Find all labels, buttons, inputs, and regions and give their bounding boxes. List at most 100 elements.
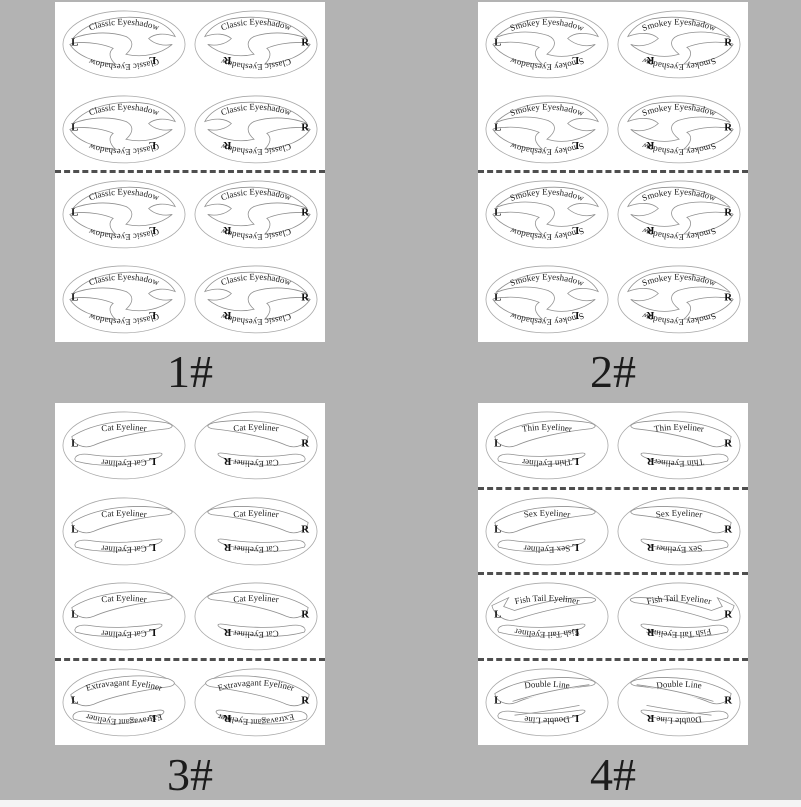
eye-side-letter-left-rotated: L [572, 627, 579, 639]
stencil-title-bottom: Cat Eyeliner [101, 543, 148, 555]
stencil-right: Cat Eyeliner Cat Eyeliner R R [194, 497, 318, 566]
stencil-right: Cat Eyeliner Cat Eyeliner R R [194, 582, 318, 651]
stencil-outline [485, 10, 609, 79]
stencil-title-top: Cat Eyeliner [101, 508, 148, 520]
stencil-cutout-shape [494, 505, 596, 552]
stencil-title-top: Fish Tail Eyeliner [646, 593, 713, 606]
eye-side-letter-right-rotated: R [646, 309, 654, 321]
stencil-cutout-shape [492, 271, 600, 320]
eye-side-letter-right: R [301, 523, 309, 535]
sheet-number-label: 3# [167, 749, 213, 800]
eye-side-letter-right-rotated: R [646, 456, 654, 468]
stencil-cutout-shape [207, 591, 309, 638]
stencil-title-bottom: Thin Eyeliner [521, 457, 572, 469]
eye-side-letter-left: L [71, 206, 78, 218]
stencil-outline [617, 95, 741, 164]
stencil-right: Classic Eyeshadow Classic Eyeshadow RR [194, 265, 318, 334]
stencil-cutout-shape [492, 186, 600, 235]
stencil-outline [194, 497, 318, 566]
stencil-outline [485, 411, 609, 480]
stencil-outline [62, 497, 186, 566]
cut-line [478, 572, 748, 575]
eye-side-letter-right: R [301, 609, 309, 621]
eye-side-letter-left: L [71, 694, 78, 706]
stencil-title-top: Cat Eyeliner [233, 593, 280, 605]
stencil-right: Classic Eyeshadow Classic Eyeshadow RR [194, 95, 318, 164]
stencil-outline [485, 265, 609, 334]
eye-side-letter-right: R [724, 206, 732, 218]
stencil-row: Extravagant Eyeliner Extravagant Eyeline… [55, 660, 325, 746]
eye-side-letter-right: R [301, 206, 309, 218]
eye-side-letter-left-rotated: L [572, 309, 579, 321]
stencil-left: Double Line Double Line L L [485, 668, 609, 737]
stencil-left: Smokey Eyeshadow Smokey Eyeshadow LL [485, 265, 609, 334]
stencil-right: Classic Eyeshadow Classic Eyeshadow RR [194, 10, 318, 79]
image-edge-strip [0, 800, 801, 807]
eye-side-letter-left-rotated: L [149, 456, 156, 468]
stencil-outline [617, 180, 741, 249]
eye-side-letter-right: R [724, 694, 732, 706]
stencil-cutout-shape [69, 16, 176, 65]
eye-side-letter-left-rotated: L [149, 139, 156, 151]
eye-side-letter-left-rotated: L [149, 309, 156, 321]
stencil-cutout-shape [71, 591, 173, 638]
stencil-outline [617, 10, 741, 79]
stencil-outline [194, 10, 318, 79]
sheet-number-label: 1# [167, 346, 213, 397]
stencil-outline [62, 265, 186, 334]
eye-side-letter-left-rotated: L [149, 54, 156, 66]
stencil-cutout-shape [626, 186, 734, 235]
sheet-number-label: 2# [590, 346, 636, 397]
stencil-cutout-shape [207, 420, 309, 467]
stencil-left: Classic Eyeshadow Classic Eyeshadow LL [62, 180, 186, 249]
eye-side-letter-left: L [71, 438, 78, 450]
stencil-row: Cat Eyeliner Cat Eyeliner L L Cat Eyeline… [55, 574, 325, 660]
stencil-title-top: Thin Eyeliner [653, 422, 704, 434]
stencil-outline [62, 668, 186, 737]
stencil-title-bottom: Fish Tail Eyeliner [646, 627, 713, 640]
eye-side-letter-left: L [494, 609, 501, 621]
stencil-outline [62, 10, 186, 79]
cut-line [478, 170, 748, 173]
stencil-outline [194, 582, 318, 651]
eye-side-letter-left: L [494, 121, 501, 133]
stencil-sheet-4: Thin Eyeliner Thin Eyeliner L L Thin Eyel… [478, 403, 748, 745]
eye-side-letter-left: L [71, 291, 78, 303]
stencil-outline [194, 180, 318, 249]
eye-side-letter-right-rotated: R [646, 139, 654, 151]
eye-side-letter-left: L [494, 523, 501, 535]
stencil-left: Extravagant Eyeliner Extravagant Eyeline… [62, 668, 186, 737]
stencil-left: Cat Eyeliner Cat Eyeliner L L [62, 411, 186, 480]
stencil-title-top: Sex Eyeliner [523, 508, 571, 520]
stencil-title-bottom: Double Line [656, 714, 703, 726]
stencil-title-bottom: Cat Eyeliner [233, 629, 280, 641]
eye-side-letter-right: R [301, 291, 309, 303]
stencil-left: Classic Eyeshadow Classic Eyeshadow LL [62, 10, 186, 79]
eye-side-letter-left-rotated: L [572, 54, 579, 66]
stencil-title-bottom: Sex Eyeliner [655, 543, 703, 555]
stencil-cutout-shape [629, 597, 735, 638]
stencil-outline [485, 180, 609, 249]
stencil-right: Thin Eyeliner Thin Eyeliner R R [617, 411, 741, 480]
eye-side-letter-left-rotated: L [149, 712, 156, 724]
stencil-sheet-3: Cat Eyeliner Cat Eyeliner L L Cat Eyeline… [55, 403, 325, 745]
stencil-cutout-shape [207, 505, 309, 552]
eye-side-letter-right-rotated: R [223, 224, 231, 236]
eye-side-letter-left-rotated: L [572, 712, 579, 724]
stencil-outline [194, 668, 318, 737]
stencil-cutout-shape [626, 271, 734, 320]
eye-side-letter-right-rotated: R [223, 309, 231, 321]
stencil-outline [617, 668, 741, 737]
eye-side-letter-left-rotated: L [149, 541, 156, 553]
cut-line [478, 657, 748, 661]
eye-side-letter-left: L [71, 36, 78, 48]
stencil-cutout-shape [204, 16, 311, 65]
eye-side-letter-left-rotated: L [572, 139, 579, 151]
